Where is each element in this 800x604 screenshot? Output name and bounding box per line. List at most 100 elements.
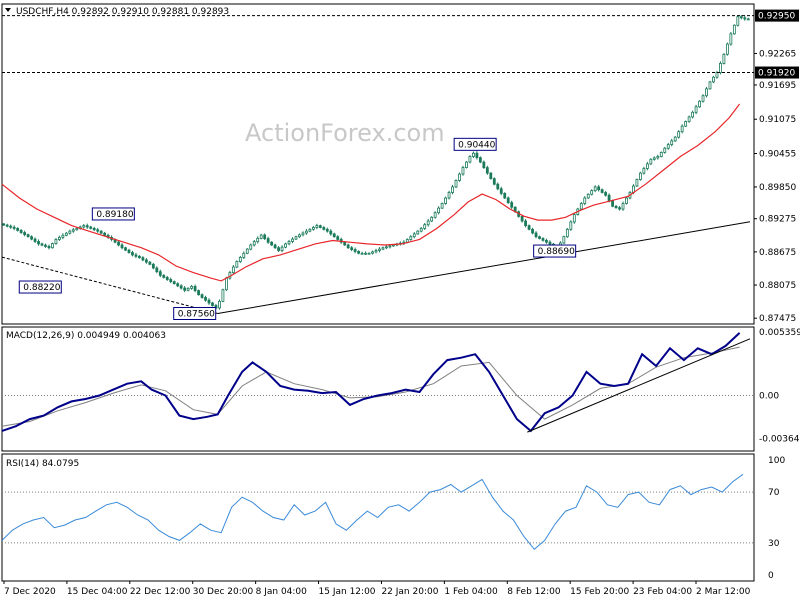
candle-body <box>207 299 211 304</box>
candle-body <box>19 230 23 233</box>
candle-body <box>492 178 496 185</box>
candle-body <box>298 234 301 238</box>
candle-body <box>590 190 594 195</box>
price-annotation-box <box>91 207 135 221</box>
price-axis-label: 0.89850 <box>759 183 796 193</box>
macd-lines <box>1 332 751 433</box>
candle-body <box>583 197 587 204</box>
candle-body <box>85 225 89 228</box>
candle-body <box>26 234 30 238</box>
candle-body <box>597 186 601 191</box>
rsi-header: RSI(14) 84.0795 <box>6 459 79 469</box>
candle-body <box>385 246 388 249</box>
candle-body <box>729 33 733 45</box>
time-axis-label: 7 Dec 2020 <box>4 587 56 597</box>
candle-body <box>141 257 145 261</box>
candle-body <box>54 239 58 244</box>
candle-body <box>12 226 16 229</box>
candle-body <box>2 223 6 226</box>
level-label-box <box>755 9 799 22</box>
candle-body <box>614 205 618 209</box>
candle-body <box>642 168 646 174</box>
time-axis-label: 22 Dec 12:00 <box>130 587 191 597</box>
candle-body <box>322 227 326 230</box>
candle-body <box>503 192 507 199</box>
candle-body <box>92 227 96 231</box>
candle-body <box>158 271 162 276</box>
candle-body <box>315 225 319 228</box>
candle-body <box>719 63 722 73</box>
price-annotation-label: 0.89180 <box>96 210 133 220</box>
candle-body <box>691 111 694 118</box>
candle-body <box>444 197 447 204</box>
price-annotation-label: 0.88220 <box>23 283 60 293</box>
price-annotation-box <box>533 244 577 258</box>
price-candles <box>2 15 750 310</box>
candle-body <box>301 232 305 236</box>
candle-body <box>510 202 514 208</box>
candle-body <box>284 243 287 248</box>
candle-body <box>9 225 13 228</box>
rsi-axis-label: 0 <box>768 571 774 581</box>
candle-body <box>652 157 656 160</box>
candle-body <box>378 248 381 251</box>
candle-body <box>155 267 159 273</box>
candle-body <box>235 261 239 268</box>
candle-body <box>430 216 434 222</box>
candle-body <box>743 17 747 20</box>
candle-body <box>336 236 340 240</box>
candle-body <box>391 244 395 247</box>
candle-body <box>388 245 392 248</box>
candle-body <box>273 244 277 249</box>
candle-body <box>224 277 228 291</box>
candle-body <box>489 172 493 180</box>
level-label-box <box>755 66 799 79</box>
candle-body <box>162 274 166 278</box>
candle-body <box>277 247 280 251</box>
candle-body <box>426 220 430 226</box>
candle-body <box>169 279 173 282</box>
candle-body <box>44 244 47 247</box>
moving-average <box>1 103 741 282</box>
candle-body <box>238 257 242 262</box>
candle-body <box>350 247 354 250</box>
price-axis-label: 0.88675 <box>759 248 796 258</box>
candle-body <box>270 241 274 246</box>
candle-body <box>694 106 698 113</box>
candle-body <box>635 179 639 187</box>
candle-body <box>357 251 361 254</box>
candle-body <box>131 252 134 256</box>
candle-body <box>200 294 204 298</box>
candle-body <box>179 285 183 289</box>
candle-body <box>684 121 688 127</box>
candle-body <box>461 167 465 175</box>
candle-body <box>343 241 347 246</box>
candle-body <box>291 238 294 242</box>
candle-body <box>562 236 566 244</box>
candle-body <box>712 76 715 83</box>
candle-body <box>242 252 246 258</box>
candle-body <box>99 230 103 234</box>
price-panel-frame <box>1 3 755 325</box>
price-axis-label: 0.87475 <box>759 314 796 324</box>
price-trendline <box>217 221 751 314</box>
time-axis-label: 15 Jan 12:00 <box>319 587 376 597</box>
candle-body <box>381 247 385 250</box>
candle-body <box>725 43 729 55</box>
candle-body <box>204 297 207 301</box>
candle-body <box>412 233 416 238</box>
candle-body <box>165 277 169 280</box>
candle-body <box>190 286 194 289</box>
time-axis-label: 15 Dec 04:00 <box>67 587 128 597</box>
candle-body <box>607 194 611 202</box>
price-trendline <box>1 256 218 314</box>
candle-body <box>440 203 444 209</box>
price-annotation-box <box>173 306 217 320</box>
candle-body <box>252 241 256 246</box>
candle-body <box>124 247 127 251</box>
candle-body <box>433 212 437 218</box>
collapse-triangle-icon <box>5 8 11 12</box>
candle-body <box>625 197 628 204</box>
candle-body <box>263 234 267 240</box>
